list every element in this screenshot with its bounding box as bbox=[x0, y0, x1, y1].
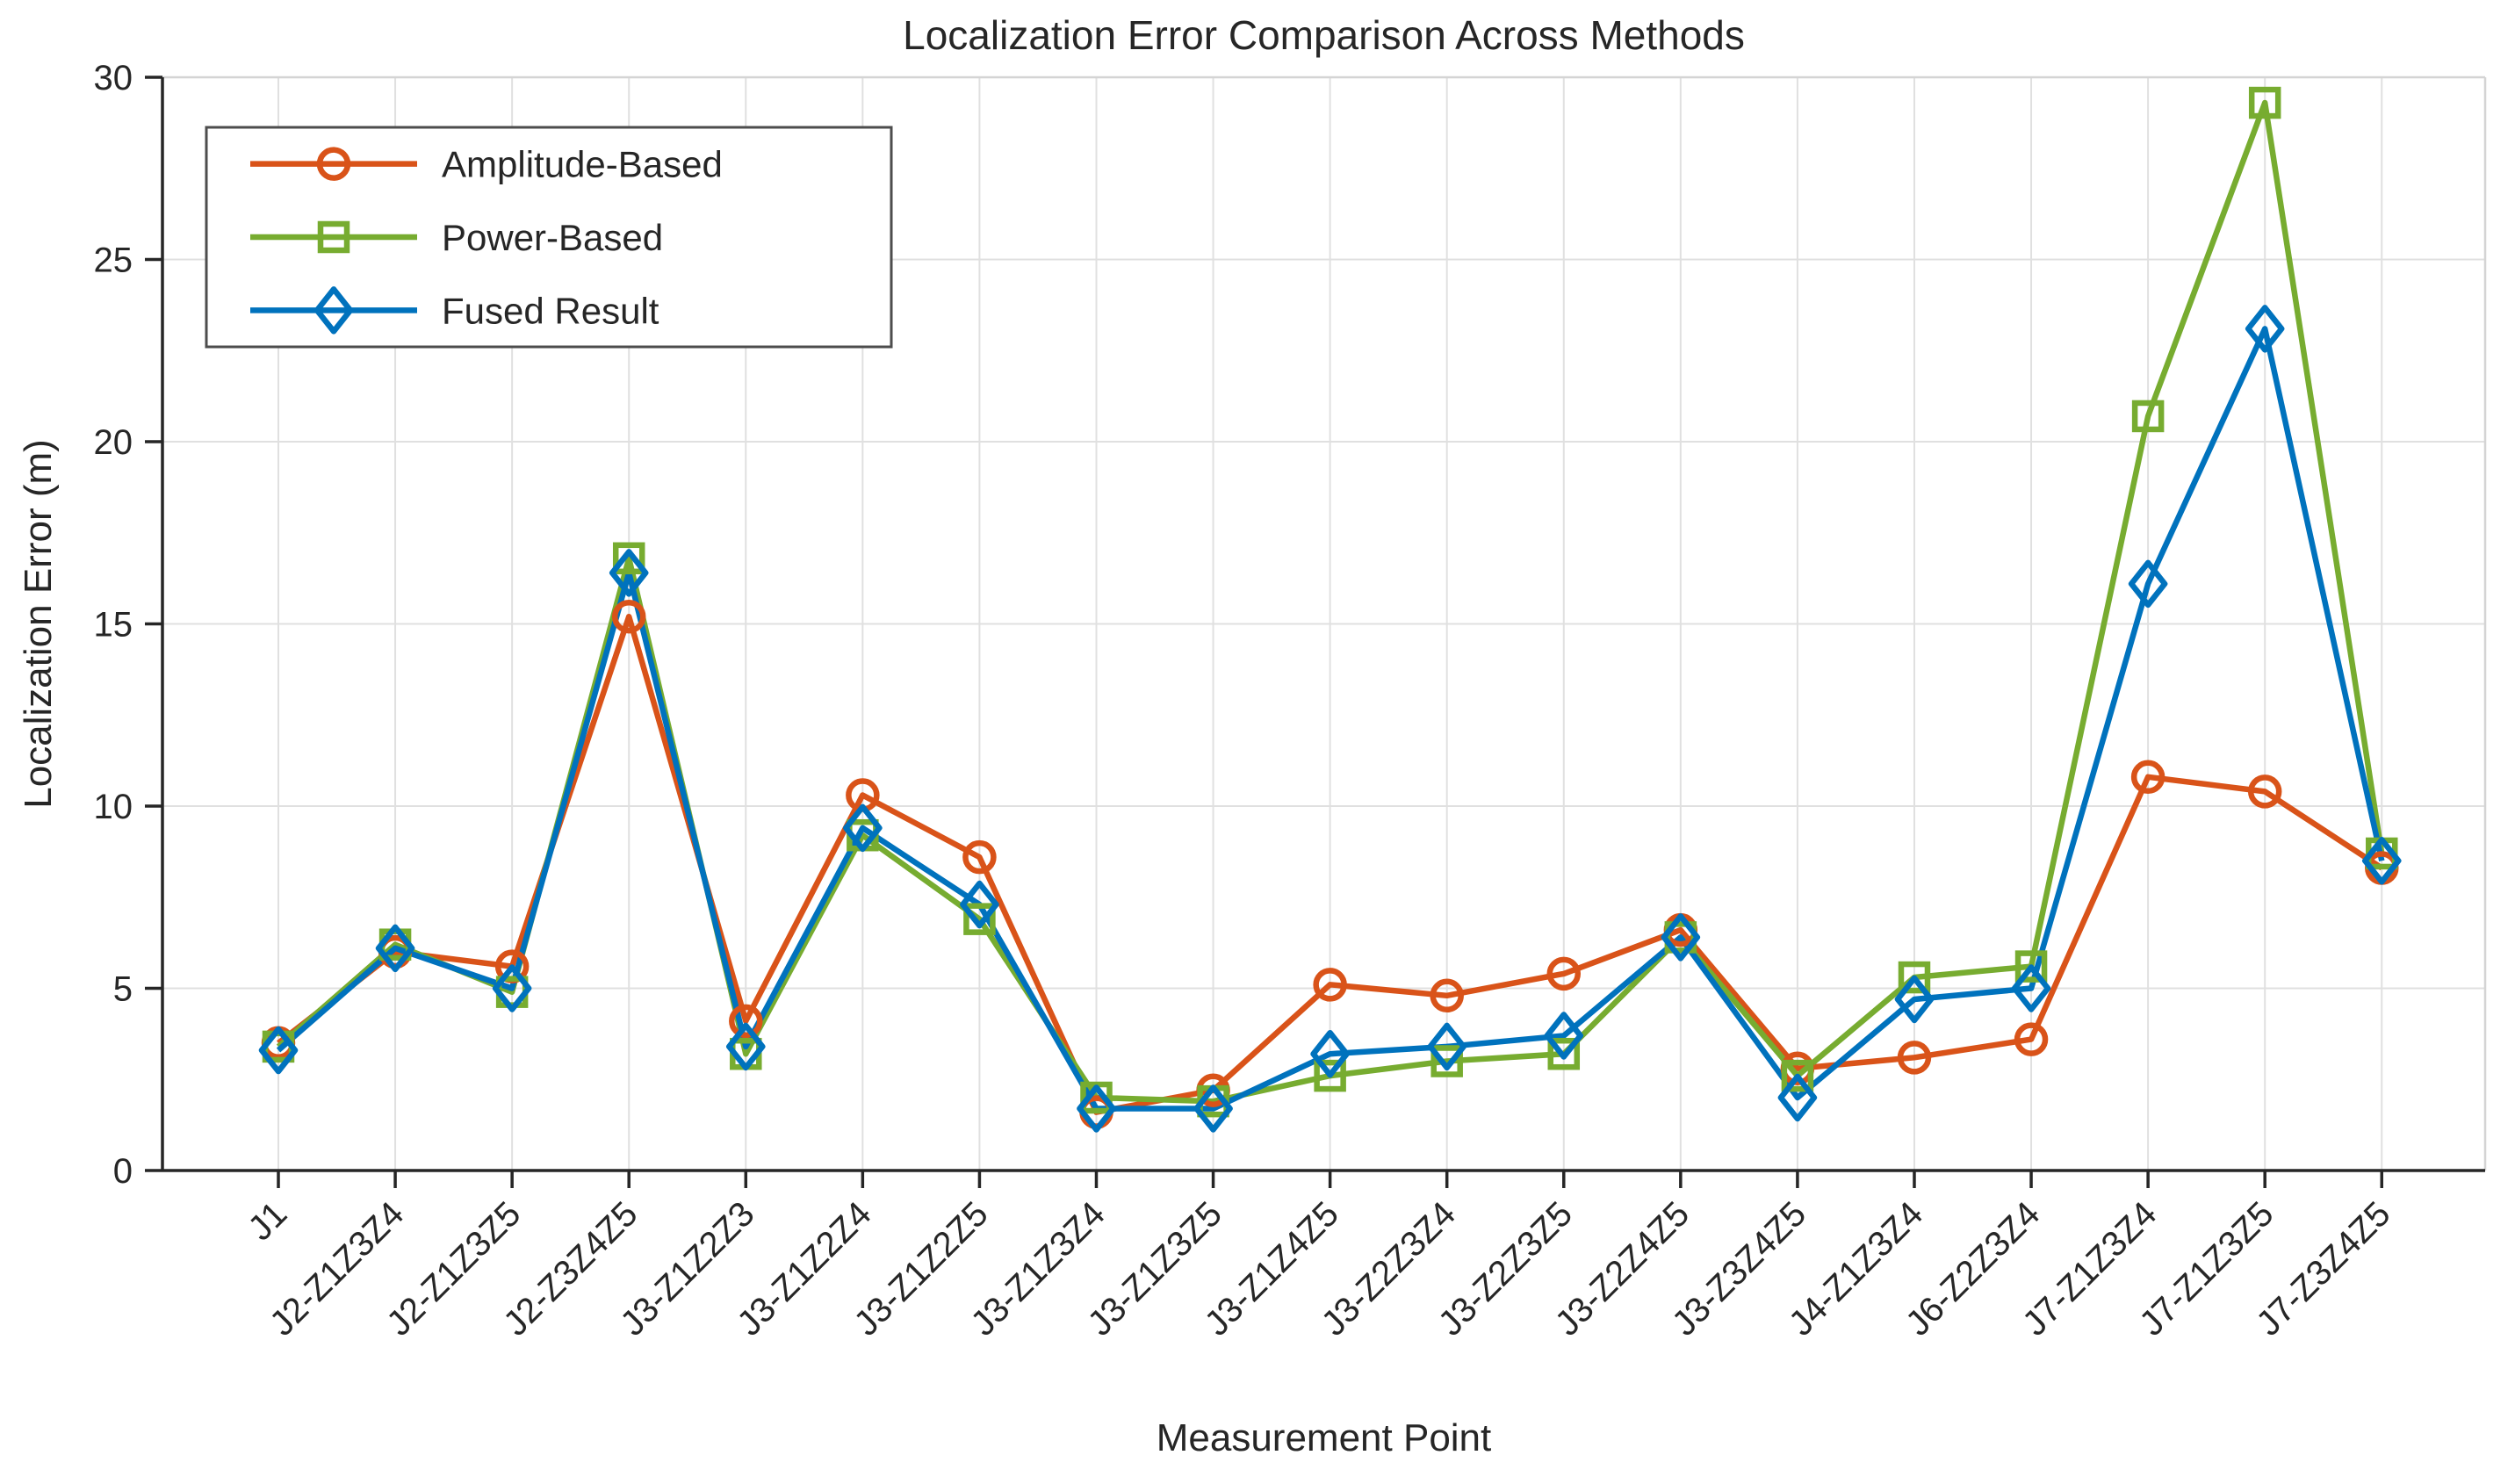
circle-marker bbox=[1897, 1041, 1932, 1075]
diamond-marker bbox=[492, 964, 532, 1012]
legend-label: Power-Based bbox=[442, 217, 663, 258]
x-axis-label: Measurement Point bbox=[1157, 1416, 1492, 1459]
square-marker bbox=[612, 542, 645, 575]
circle-marker bbox=[1430, 978, 1464, 1013]
square-marker bbox=[1314, 1059, 1346, 1092]
diamond-marker bbox=[1193, 1084, 1233, 1133]
circle-marker bbox=[1546, 956, 1582, 991]
y-tick-label: 5 bbox=[113, 970, 133, 1009]
diamond-marker bbox=[609, 549, 649, 597]
circle-marker bbox=[2130, 760, 2165, 795]
y-tick-label: 0 bbox=[113, 1152, 133, 1191]
y-tick-label: 30 bbox=[94, 59, 133, 97]
diamond-marker bbox=[726, 1022, 766, 1071]
diamond-marker bbox=[1427, 1022, 1466, 1071]
circle-marker bbox=[2247, 774, 2282, 809]
legend-circle-marker bbox=[316, 147, 351, 181]
legend-label: Amplitude-Based bbox=[442, 144, 723, 185]
square-marker bbox=[2248, 86, 2281, 119]
y-tick-label: 10 bbox=[94, 788, 133, 826]
diamond-marker bbox=[258, 1026, 299, 1075]
diamond-marker bbox=[2362, 837, 2402, 885]
diamond-marker bbox=[2128, 559, 2168, 609]
diamond-marker bbox=[2245, 305, 2285, 353]
square-marker bbox=[2131, 400, 2165, 433]
diamond-marker bbox=[960, 880, 999, 929]
circle-marker bbox=[1313, 968, 1347, 1002]
diamond-marker bbox=[375, 924, 415, 973]
square-marker bbox=[1781, 1059, 1814, 1092]
square-marker bbox=[963, 903, 996, 935]
square-marker bbox=[1430, 1045, 1463, 1077]
diamond-marker bbox=[2011, 964, 2051, 1012]
diamond-marker bbox=[843, 803, 883, 853]
circle-marker bbox=[2014, 1022, 2049, 1056]
diamond-marker bbox=[1661, 913, 1701, 962]
legend-label: Fused Result bbox=[442, 290, 659, 331]
diamond-marker bbox=[1777, 1073, 1818, 1122]
circle-marker bbox=[962, 839, 997, 875]
circle-marker bbox=[611, 599, 646, 634]
diamond-marker bbox=[1894, 975, 1935, 1024]
legend-diamond-marker bbox=[313, 286, 354, 335]
y-tick-label: 20 bbox=[94, 423, 133, 462]
diamond-marker bbox=[1310, 1029, 1350, 1078]
chart-title: Localization Error Comparison Across Met… bbox=[903, 12, 1745, 58]
y-axis-label: Localization Error (m) bbox=[17, 439, 60, 809]
square-marker bbox=[2014, 950, 2048, 983]
square-marker bbox=[1080, 1081, 1113, 1114]
square-marker bbox=[1898, 961, 1931, 994]
y-tick-label: 15 bbox=[94, 606, 133, 645]
square-marker bbox=[1547, 1037, 1581, 1070]
y-tick-label: 25 bbox=[94, 241, 133, 280]
diamond-marker bbox=[1077, 1084, 1116, 1133]
circle-marker bbox=[729, 1004, 763, 1039]
legend-square-marker bbox=[317, 220, 350, 254]
series-line-amplitude-based bbox=[277, 613, 2384, 1115]
diamond-marker bbox=[1544, 1012, 1584, 1060]
